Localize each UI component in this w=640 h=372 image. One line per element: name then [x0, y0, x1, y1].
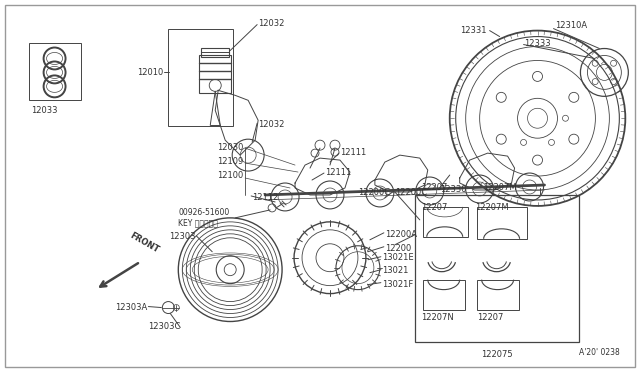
Text: 12310A: 12310A — [556, 20, 588, 30]
Text: 12207M: 12207M — [475, 203, 508, 212]
Text: 12207: 12207 — [420, 183, 447, 192]
Text: 12207: 12207 — [477, 312, 503, 321]
Text: 12200C: 12200C — [358, 188, 390, 197]
Text: 12200A: 12200A — [385, 230, 417, 239]
Text: 12032: 12032 — [258, 19, 285, 28]
Text: 12032: 12032 — [258, 120, 285, 129]
Text: 12303C: 12303C — [148, 323, 180, 331]
Text: 12030: 12030 — [217, 143, 243, 152]
Text: 12333: 12333 — [525, 39, 551, 48]
Text: 12100: 12100 — [217, 171, 243, 180]
Text: 00926-51600: 00926-51600 — [179, 208, 230, 217]
Text: 122075: 122075 — [481, 350, 513, 359]
Text: 12207N: 12207N — [420, 312, 454, 321]
Text: 12200: 12200 — [385, 244, 411, 253]
Bar — [423, 207, 468, 237]
Bar — [201, 48, 229, 58]
Bar — [415, 195, 579, 342]
Bar — [29, 42, 81, 100]
Text: 12207: 12207 — [420, 203, 447, 212]
Text: 12111: 12111 — [325, 168, 351, 177]
Text: A'20' 0238: A'20' 0238 — [579, 348, 620, 357]
Bar — [423, 280, 465, 310]
Text: 13021F: 13021F — [382, 280, 413, 289]
Text: 12207M: 12207M — [483, 183, 516, 192]
Text: 12303A: 12303A — [115, 302, 148, 312]
Text: 12112: 12112 — [252, 193, 278, 202]
Bar — [168, 29, 233, 126]
Text: 12111: 12111 — [340, 148, 366, 157]
Text: 12200C: 12200C — [395, 188, 427, 197]
Text: 13021E: 13021E — [382, 253, 413, 262]
Bar — [477, 280, 518, 310]
Text: 12010: 12010 — [137, 68, 163, 77]
Bar — [199, 55, 231, 93]
Text: 12330: 12330 — [440, 185, 466, 194]
Text: 12033: 12033 — [31, 106, 58, 115]
Text: 12303: 12303 — [169, 232, 195, 241]
Text: 13021: 13021 — [382, 266, 408, 275]
Text: 12109: 12109 — [217, 157, 243, 166]
Text: FRONT: FRONT — [129, 231, 161, 255]
Text: KEY キー（２）: KEY キー（２） — [179, 218, 218, 227]
Text: 12331: 12331 — [460, 26, 486, 35]
Bar — [477, 207, 527, 239]
